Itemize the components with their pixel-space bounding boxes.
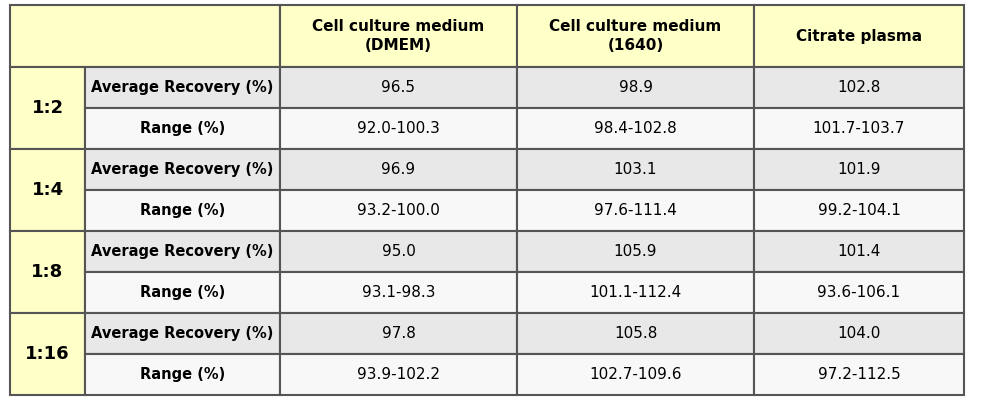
Bar: [280, 354, 517, 395]
Text: 93.1-98.3: 93.1-98.3: [362, 285, 435, 300]
Bar: [280, 108, 517, 149]
Text: 96.5: 96.5: [382, 80, 416, 95]
Text: 97.2-112.5: 97.2-112.5: [818, 367, 900, 382]
Text: 102.7-109.6: 102.7-109.6: [589, 367, 682, 382]
Text: 98.4-102.8: 98.4-102.8: [594, 121, 677, 136]
Bar: [85, 190, 280, 231]
Text: 103.1: 103.1: [614, 162, 657, 177]
Bar: [517, 190, 754, 231]
Text: Cell culture medium
(DMEM): Cell culture medium (DMEM): [312, 19, 485, 53]
Text: 92.0-100.3: 92.0-100.3: [357, 121, 440, 136]
Text: 97.8: 97.8: [382, 326, 415, 341]
Bar: [754, 5, 964, 67]
Text: 1:8: 1:8: [31, 263, 64, 281]
Bar: [10, 231, 85, 313]
Bar: [85, 231, 280, 272]
Text: 105.9: 105.9: [614, 244, 657, 259]
Text: Average Recovery (%): Average Recovery (%): [91, 326, 274, 341]
Bar: [280, 190, 517, 231]
Bar: [754, 272, 964, 313]
Bar: [517, 272, 754, 313]
Text: 95.0: 95.0: [382, 244, 415, 259]
Bar: [280, 313, 517, 354]
Text: Cell culture medium
(1640): Cell culture medium (1640): [549, 19, 722, 53]
Text: 93.2-100.0: 93.2-100.0: [357, 203, 440, 218]
Text: Average Recovery (%): Average Recovery (%): [91, 162, 274, 177]
Bar: [517, 67, 754, 108]
Text: Citrate plasma: Citrate plasma: [796, 28, 922, 44]
Bar: [10, 67, 85, 149]
Bar: [10, 5, 280, 67]
Bar: [280, 5, 517, 67]
Text: Average Recovery (%): Average Recovery (%): [91, 244, 274, 259]
Text: 101.7-103.7: 101.7-103.7: [813, 121, 905, 136]
Bar: [85, 313, 280, 354]
Text: Range (%): Range (%): [140, 203, 225, 218]
Bar: [517, 354, 754, 395]
Bar: [517, 149, 754, 190]
Bar: [10, 313, 85, 395]
Bar: [517, 313, 754, 354]
Bar: [10, 149, 85, 231]
Bar: [517, 231, 754, 272]
Text: 1:2: 1:2: [31, 99, 64, 117]
Text: 105.8: 105.8: [614, 326, 657, 341]
Bar: [517, 108, 754, 149]
Bar: [754, 190, 964, 231]
Text: Range (%): Range (%): [140, 121, 225, 136]
Text: 101.4: 101.4: [837, 244, 881, 259]
Text: 98.9: 98.9: [618, 80, 652, 95]
Text: 102.8: 102.8: [837, 80, 881, 95]
Text: 101.9: 101.9: [837, 162, 881, 177]
Bar: [85, 149, 280, 190]
Text: 104.0: 104.0: [837, 326, 881, 341]
Bar: [754, 108, 964, 149]
Text: 93.9-102.2: 93.9-102.2: [357, 367, 440, 382]
Bar: [85, 108, 280, 149]
Text: 93.6-106.1: 93.6-106.1: [817, 285, 901, 300]
Bar: [280, 272, 517, 313]
Text: Range (%): Range (%): [140, 367, 225, 382]
Text: 101.1-112.4: 101.1-112.4: [589, 285, 682, 300]
Text: 1:16: 1:16: [25, 345, 70, 363]
Bar: [754, 67, 964, 108]
Bar: [85, 354, 280, 395]
Text: 97.6-111.4: 97.6-111.4: [594, 203, 677, 218]
Bar: [280, 231, 517, 272]
Text: 96.9: 96.9: [381, 162, 416, 177]
Bar: [85, 67, 280, 108]
Bar: [85, 272, 280, 313]
Bar: [754, 149, 964, 190]
Bar: [280, 149, 517, 190]
Bar: [754, 354, 964, 395]
Text: 99.2-104.1: 99.2-104.1: [818, 203, 900, 218]
Text: Range (%): Range (%): [140, 285, 225, 300]
Bar: [754, 231, 964, 272]
Bar: [517, 5, 754, 67]
Text: Average Recovery (%): Average Recovery (%): [91, 80, 274, 95]
Text: 1:4: 1:4: [31, 181, 64, 199]
Bar: [754, 313, 964, 354]
Bar: [280, 67, 517, 108]
